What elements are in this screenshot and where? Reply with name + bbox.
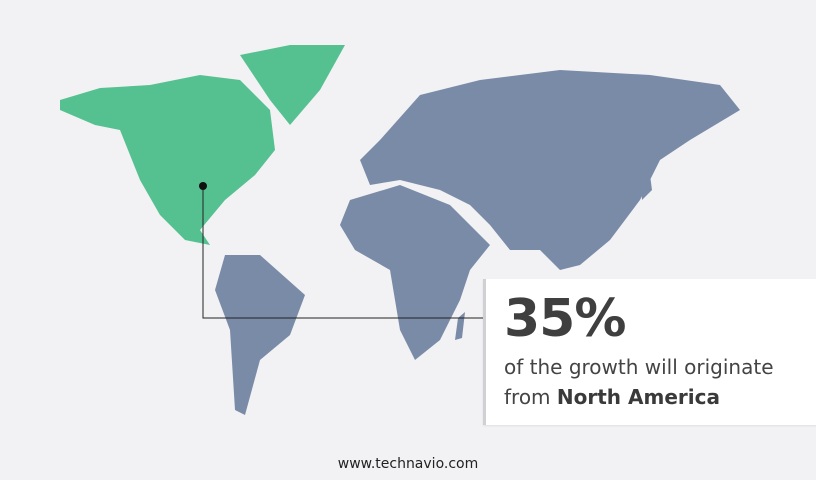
- region-japan: [640, 160, 652, 200]
- callout-card: 35% of the growth will originate from No…: [483, 279, 816, 425]
- region-name: North America: [556, 385, 720, 409]
- region-eurasia: [360, 70, 740, 270]
- region-north-america: [60, 75, 275, 245]
- callout-text: of the growth will originate: [504, 355, 774, 379]
- north-america-marker: [199, 182, 207, 190]
- region-madagascar: [455, 312, 465, 340]
- growth-percentage: 35%: [504, 289, 626, 349]
- region-south-america: [215, 255, 305, 415]
- website-footer: www.technavio.com: [337, 456, 479, 472]
- region-greenland: [240, 45, 345, 125]
- callout-connector-line: [202, 186, 483, 319]
- region-africa: [340, 185, 490, 360]
- callout-region-text: from North America: [504, 385, 720, 409]
- callout-prefix: from: [504, 385, 557, 409]
